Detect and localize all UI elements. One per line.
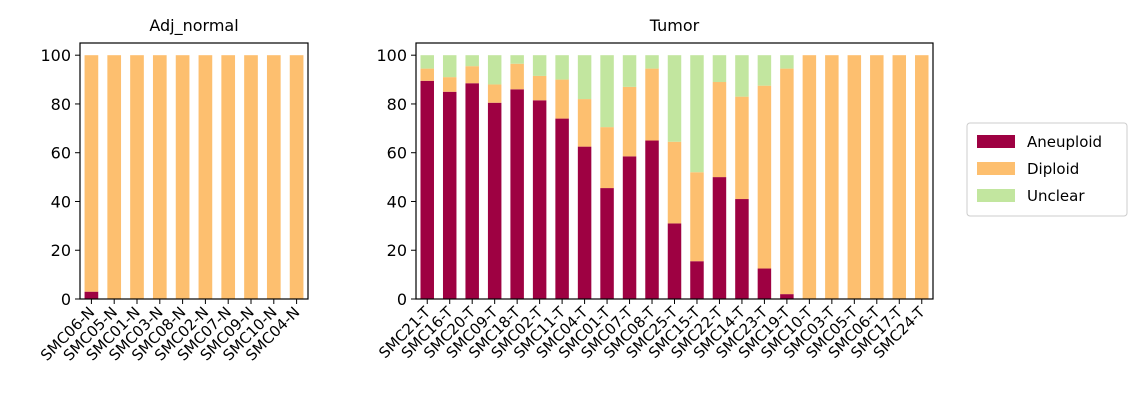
bar-unclear-smc08-t [645, 55, 659, 69]
bar-diploid-smc04-t [577, 99, 592, 147]
y-tick-label: 40 [51, 192, 71, 211]
bar-aneuploid-smc20-t [465, 83, 479, 299]
y-tick-label: 80 [51, 95, 71, 114]
bar-diploid-smc08-t [645, 68, 659, 141]
bar-diploid-smc16-t [442, 77, 457, 92]
y-tick-label: 20 [387, 241, 407, 260]
bar-diploid-smc18-t [510, 63, 524, 90]
legend-swatch-diploid [977, 162, 1015, 175]
panel-adj-normal: SMC06-NSMC05-NSMC01-NSMC03-NSMC08-NSMC02… [37, 16, 309, 364]
bar-diploid-smc05-t [847, 55, 862, 299]
bar-diploid-smc10-t [802, 55, 817, 299]
bar-diploid-smc11-t [555, 79, 569, 119]
bar-unclear-smc15-t [690, 55, 704, 173]
bar-aneuploid-smc15-t [690, 261, 704, 299]
bar-unclear-smc16-t [442, 55, 457, 78]
bar-aneuploid-smc25-t [667, 223, 682, 299]
bar-aneuploid-smc23-t [757, 268, 772, 299]
y-tick-label: 0 [397, 290, 407, 309]
y-tick-label: 100 [40, 46, 71, 65]
bar-unclear-smc25-t [667, 55, 682, 142]
bar-aneuploid-smc09-t [487, 102, 502, 299]
bar-aneuploid-smc08-t [645, 140, 659, 299]
bar-diploid-smc25-t [667, 141, 682, 224]
bar-aneuploid-smc04-t [577, 146, 592, 299]
bar-aneuploid-smc21-t [420, 80, 434, 300]
legend-label-aneuploid: Aneuploid [1027, 133, 1102, 151]
chart-title: Adj_normal [149, 16, 238, 36]
bar-unclear-smc20-t [465, 55, 479, 67]
bar-diploid-smc19-t [780, 68, 794, 295]
bar-unclear-smc21-t [420, 55, 434, 69]
bar-unclear-smc09-t [487, 55, 502, 85]
bar-diploid-smc02-n [198, 55, 213, 299]
axes-frame [415, 42, 934, 300]
bar-diploid-smc01-n [130, 55, 144, 299]
bar-unclear-smc18-t [510, 55, 524, 64]
y-tick-label: 80 [387, 95, 407, 114]
bar-unclear-smc19-t [780, 55, 794, 69]
bar-diploid-smc03-t [825, 55, 839, 299]
bar-diploid-smc21-t [420, 68, 434, 81]
chart-title: Tumor [649, 16, 700, 35]
y-tick-label: 100 [376, 46, 407, 65]
bar-unclear-smc02-t [532, 55, 547, 76]
y-tick-label: 40 [387, 192, 407, 211]
bar-unclear-smc07-t [622, 55, 637, 87]
bar-aneuploid-smc07-t [622, 156, 637, 299]
bar-diploid-smc03-n [152, 55, 167, 299]
bar-diploid-smc22-t [712, 82, 727, 178]
bar-unclear-smc01-t [600, 55, 614, 128]
y-tick-label: 60 [51, 144, 71, 163]
bar-diploid-smc20-t [465, 66, 479, 84]
legend-swatch-aneuploid [977, 135, 1015, 148]
bar-aneuploid-smc14-t [735, 199, 749, 299]
bar-diploid-smc04-n [289, 55, 304, 299]
legend-label-diploid: Diploid [1027, 160, 1079, 178]
legend-label-unclear: Unclear [1027, 187, 1085, 205]
legend: Aneuploid Diploid Unclear [966, 122, 1128, 217]
bar-unclear-smc14-t [735, 55, 749, 97]
bar-diploid-smc06-t [870, 55, 884, 299]
bar-aneuploid-smc19-t [780, 294, 794, 299]
bar-diploid-smc08-n [175, 55, 190, 299]
bar-unclear-smc23-t [757, 55, 772, 86]
bar-diploid-smc10-n [266, 55, 281, 299]
bar-diploid-smc02-t [532, 75, 547, 101]
bar-aneuploid-smc02-t [532, 100, 547, 300]
bar-aneuploid-smc06-n [84, 291, 99, 299]
legend-swatch-unclear [977, 189, 1015, 202]
bar-diploid-smc05-n [107, 55, 122, 299]
y-tick-label: 0 [61, 290, 71, 309]
bar-aneuploid-smc01-t [600, 188, 614, 299]
bar-unclear-smc04-t [577, 55, 592, 100]
bar-diploid-smc09-t [487, 84, 502, 103]
bar-diploid-smc01-t [600, 127, 614, 189]
bar-diploid-smc23-t [757, 85, 772, 269]
bar-diploid-smc17-t [892, 55, 907, 299]
y-tick-label: 60 [387, 144, 407, 163]
panel-tumor: SMC21-TSMC16-TSMC20-TSMC09-TSMC18-TSMC02… [375, 16, 934, 362]
axes-frame [79, 42, 309, 300]
bar-aneuploid-smc11-t [555, 118, 569, 299]
bar-diploid-smc14-t [735, 96, 749, 200]
bar-aneuploid-smc22-t [712, 177, 727, 299]
bar-aneuploid-smc16-t [442, 91, 457, 299]
bar-diploid-smc07-n [221, 55, 236, 299]
bar-unclear-smc22-t [712, 55, 727, 83]
bar-diploid-smc24-t [915, 55, 929, 299]
bar-diploid-smc09-n [244, 55, 258, 299]
bar-diploid-smc06-n [84, 55, 99, 292]
bar-diploid-smc07-t [622, 86, 637, 157]
y-tick-label: 20 [51, 241, 71, 260]
bar-aneuploid-smc18-t [510, 89, 524, 299]
bar-unclear-smc11-t [555, 55, 569, 80]
bar-diploid-smc15-t [690, 172, 704, 262]
